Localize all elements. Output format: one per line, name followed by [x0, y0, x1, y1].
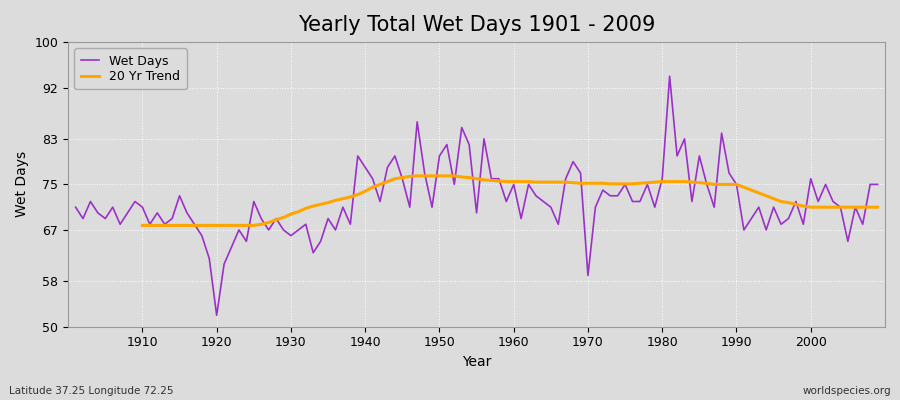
20 Yr Trend	[582, 181, 593, 186]
Y-axis label: Wet Days: Wet Days	[15, 151, 29, 218]
20 Yr Trend	[308, 204, 319, 208]
Wet Days	[516, 216, 526, 221]
Title: Yearly Total Wet Days 1901 - 2009: Yearly Total Wet Days 1901 - 2009	[298, 15, 655, 35]
Wet Days	[212, 313, 222, 318]
Wet Days	[664, 74, 675, 79]
Wet Days	[605, 194, 616, 198]
20 Yr Trend	[137, 223, 148, 228]
Wet Days	[130, 199, 140, 204]
Wet Days	[301, 222, 311, 227]
Line: Wet Days: Wet Days	[76, 76, 878, 315]
20 Yr Trend	[820, 205, 831, 210]
Text: Latitude 37.25 Longitude 72.25: Latitude 37.25 Longitude 72.25	[9, 386, 174, 396]
Text: worldspecies.org: worldspecies.org	[803, 386, 891, 396]
20 Yr Trend	[872, 205, 883, 210]
Wet Days	[345, 222, 356, 227]
X-axis label: Year: Year	[462, 355, 491, 369]
Wet Days	[872, 182, 883, 187]
Wet Days	[508, 182, 519, 187]
20 Yr Trend	[412, 174, 423, 178]
Wet Days	[70, 205, 81, 210]
20 Yr Trend	[278, 215, 289, 220]
Legend: Wet Days, 20 Yr Trend: Wet Days, 20 Yr Trend	[75, 48, 186, 89]
Line: 20 Yr Trend: 20 Yr Trend	[142, 176, 878, 226]
20 Yr Trend	[523, 179, 534, 184]
20 Yr Trend	[842, 205, 853, 210]
